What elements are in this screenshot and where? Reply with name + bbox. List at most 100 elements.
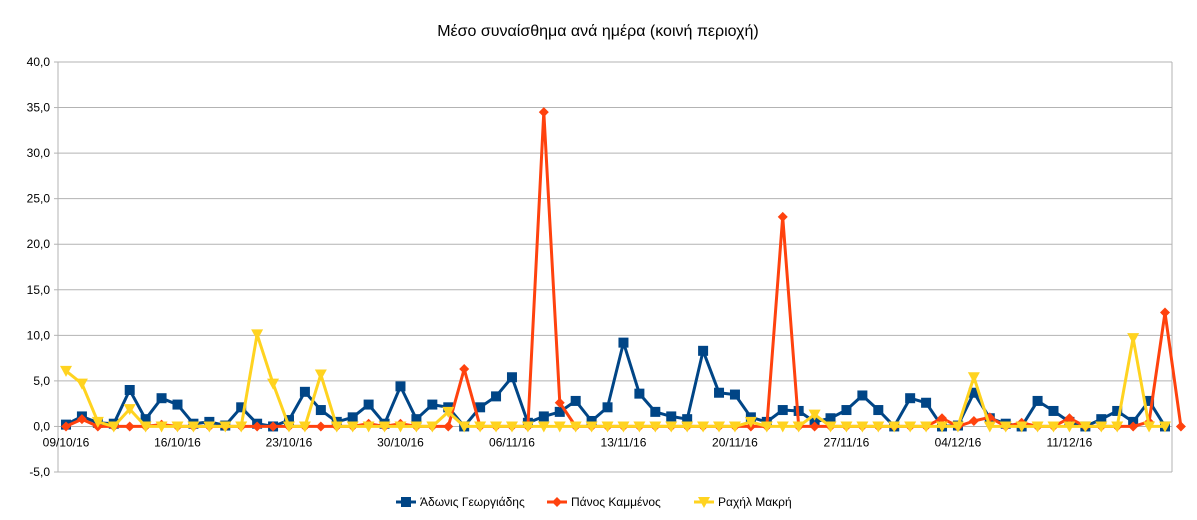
data-point (601, 421, 614, 433)
data-point (1111, 421, 1124, 433)
data-point (537, 421, 550, 433)
data-point (491, 391, 502, 402)
data-point (760, 421, 773, 433)
data-point (951, 421, 964, 433)
y-tick-label: 25,0 (27, 192, 51, 206)
series-line (65, 341, 1167, 428)
data-point (618, 337, 629, 348)
series-line (65, 110, 1183, 428)
data-point (856, 421, 869, 433)
data-point (538, 411, 549, 422)
data-point (395, 381, 406, 392)
series-3 (60, 329, 1171, 433)
data-point (968, 387, 979, 398)
data-point (282, 421, 295, 433)
data-point (1048, 405, 1059, 416)
series-group (60, 107, 1186, 433)
data-point (920, 421, 933, 433)
data-point (1159, 421, 1171, 433)
data-point (1144, 395, 1155, 406)
y-tick-label: 5,0 (33, 374, 50, 388)
data-point (443, 421, 454, 432)
data-point (729, 389, 740, 400)
data-point (347, 412, 358, 423)
data-point (1112, 405, 1123, 416)
data-point (60, 365, 72, 377)
y-tick-label: 30,0 (27, 146, 51, 160)
data-point (697, 421, 710, 433)
data-point (585, 421, 598, 433)
data-point (888, 421, 901, 433)
data-point (474, 421, 487, 433)
data-point (649, 421, 662, 433)
data-point (458, 421, 471, 433)
data-point (410, 421, 423, 433)
legend-label: Ραχήλ Μακρή (718, 495, 792, 509)
data-point (808, 409, 821, 421)
data-point (967, 372, 980, 384)
data-point (665, 421, 678, 433)
data-point (777, 405, 788, 416)
data-point (268, 421, 279, 432)
data-point (459, 364, 470, 375)
data-point (362, 421, 375, 433)
data-point (91, 416, 104, 428)
data-point (634, 388, 645, 399)
data-point (267, 378, 280, 390)
x-tick-label: 04/12/16 (935, 435, 982, 449)
data-point (633, 421, 646, 433)
data-point (283, 415, 294, 426)
data-point (617, 421, 630, 433)
x-tick-label: 16/10/16 (154, 435, 201, 449)
chart-title: Μέσο συναίσθημα ανά ημέρα (κοινή περιοχή… (437, 23, 759, 40)
data-point (650, 406, 661, 417)
data-point (75, 378, 88, 390)
data-point (314, 369, 327, 381)
data-point (554, 406, 565, 417)
data-point (554, 397, 565, 408)
y-tick-label: 15,0 (27, 283, 51, 297)
legend-item: Ραχήλ Μακρή (694, 495, 792, 509)
data-point (841, 405, 852, 416)
data-point (809, 421, 820, 432)
data-point (140, 414, 151, 425)
axes (57, 62, 1173, 472)
x-tick-label: 06/11/16 (489, 435, 535, 449)
data-point (682, 414, 693, 425)
data-point (346, 421, 359, 433)
x-tick-label: 27/11/16 (824, 435, 870, 449)
legend-item: Άδωνις Γεωργιάδης (396, 495, 525, 509)
data-point (569, 421, 582, 433)
data-point (1032, 395, 1043, 406)
y-axis-tick-labels: -5,0 0,0 5,0 10,0 15,0 20,0 25,0 30,0 35,0 40,0 (27, 55, 51, 479)
data-point (521, 421, 534, 433)
data-point (475, 402, 486, 413)
data-point (330, 421, 343, 433)
y-tick-label: 20,0 (27, 237, 51, 251)
x-axis-tick-labels: 09/10/16 16/10/16 23/10/16 30/10/16 06/11/16… (43, 435, 1093, 449)
data-point (1143, 421, 1156, 433)
data-point (714, 387, 725, 398)
data-point (187, 421, 200, 433)
data-point (107, 421, 120, 433)
data-point (171, 421, 184, 433)
data-point (824, 421, 837, 433)
y-tick-label: 0,0 (33, 419, 50, 433)
series-1 (61, 337, 1170, 432)
data-point (1079, 421, 1092, 433)
data-point (586, 415, 597, 426)
y-tick-label: 35,0 (27, 101, 51, 115)
data-point (235, 421, 248, 433)
data-point (442, 406, 455, 418)
data-point (1160, 307, 1170, 318)
data-point (777, 211, 788, 222)
data-point (825, 413, 836, 424)
data-point (505, 421, 518, 433)
x-tick-label: 30/10/16 (377, 435, 424, 449)
data-point (698, 345, 709, 356)
data-point (905, 393, 916, 404)
data-point (937, 413, 948, 424)
data-point (602, 402, 613, 413)
data-point (236, 402, 247, 413)
